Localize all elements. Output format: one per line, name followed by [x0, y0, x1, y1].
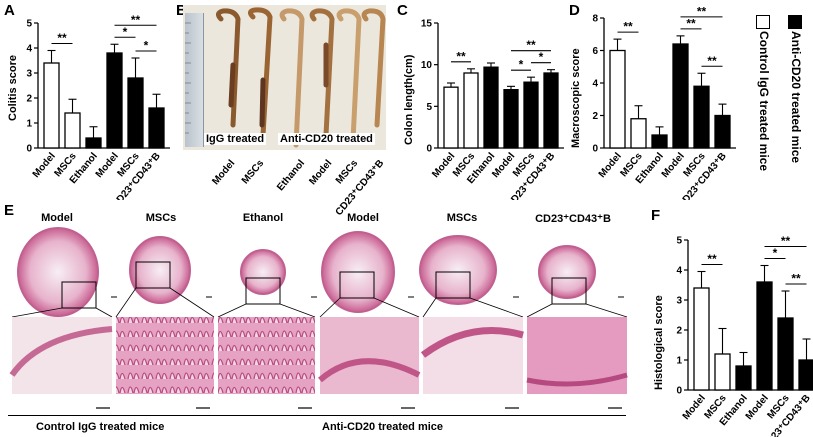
histo-header-cd23cd43b: CD23⁺CD43⁺B — [535, 213, 611, 225]
anti-cd20-treated-label: Anti-CD20 treated — [278, 133, 375, 145]
significance-label: ** — [791, 272, 801, 286]
y-tick-label: 4 — [676, 266, 682, 277]
chart-colitis-score: 012345ModelMSCsEthanolModelMSCsCD23⁺CD43… — [26, 13, 170, 200]
significance-label: * — [773, 246, 778, 260]
panel-letter-b: B — [176, 2, 187, 19]
y-tick-label: 5 — [676, 236, 682, 247]
histology-images — [9, 227, 628, 409]
y-tick-label: 1 — [676, 356, 682, 367]
y-tick-label: 15 — [421, 19, 433, 30]
colon-photo: IgG treated Anti-CD20 treated — [183, 5, 386, 150]
chart-macroscopic-score: 02468ModelMSCsEthanolModelMSCsCD23⁺CD43⁺… — [592, 4, 736, 200]
y-tick-label: 5 — [426, 102, 432, 113]
significance-label: ** — [57, 31, 67, 45]
histo-header-model-1: Model — [41, 212, 73, 224]
chart-colon-length: 051015ModelMSCsEthanolModelMSCsCD23⁺CD43… — [421, 19, 564, 200]
significance-label: ** — [781, 234, 791, 248]
bar — [777, 317, 794, 391]
significance-label: * — [519, 58, 524, 72]
y-tick-label: 4 — [592, 79, 598, 90]
significance-label: ** — [526, 38, 536, 52]
y-tick-label: 0 — [26, 144, 32, 155]
caption-control-igg: Control IgG treated mice — [36, 421, 165, 433]
significance-label: ** — [697, 4, 707, 18]
bar — [693, 287, 710, 391]
histo-header-mscs-1: MSCs — [145, 212, 177, 224]
panel-letter-a: A — [4, 2, 15, 19]
y-tick-label: 0 — [426, 144, 432, 155]
y-tick-label: 0 — [676, 386, 682, 397]
y-tick-label: 6 — [592, 46, 598, 57]
caption-anti-cd20: Anti-CD20 treated mice — [322, 421, 444, 433]
y-tick-label: 0 — [592, 144, 598, 155]
histo-header-mscs-2: MSCs — [446, 212, 478, 224]
significance-label: ** — [623, 20, 633, 34]
y-tick-label: 3 — [676, 296, 682, 307]
y-tick-label: 2 — [26, 94, 32, 105]
legend-control-swatch — [756, 15, 770, 29]
panel-letter-f: F — [651, 207, 661, 224]
significance-label: ** — [707, 252, 717, 266]
legend-anti-label: Anti-CD20 treated mice — [789, 31, 803, 164]
y-tick-label: 8 — [592, 14, 598, 25]
bar — [756, 281, 773, 391]
legend-control-label: Control IgG treated mice — [757, 31, 771, 172]
y-tick-label: 2 — [592, 111, 598, 122]
histo-top-row — [11, 227, 628, 318]
y-tick-label: 5 — [26, 19, 32, 30]
panel-letter-c: C — [397, 2, 408, 19]
bar — [714, 353, 731, 391]
x-tick-label: Model — [681, 393, 708, 422]
y-tick-label: 10 — [421, 60, 433, 71]
panel-letter-e: E — [4, 202, 15, 219]
significance-label: ** — [131, 13, 141, 27]
caption-divider — [8, 415, 626, 416]
significance-label: * — [539, 50, 544, 64]
y-tick-label: 3 — [26, 69, 32, 80]
significance-label: ** — [456, 49, 466, 63]
igg-treated-label: IgG treated — [204, 133, 267, 145]
significance-label: ** — [707, 54, 717, 68]
y-tick-label: 1 — [26, 119, 32, 130]
histo-bottom-row — [9, 317, 628, 409]
histo-header-ethanol: Ethanol — [242, 212, 284, 224]
significance-label: * — [144, 39, 149, 53]
bar — [798, 359, 813, 391]
bar — [735, 365, 752, 391]
y-axis-label-f: Histological score — [653, 295, 665, 390]
significance-label: * — [123, 25, 128, 39]
colon-specimens — [215, 7, 386, 148]
x-tick-label: Model — [744, 393, 771, 422]
panel-letter-d: D — [569, 2, 580, 19]
ruler — [185, 13, 204, 147]
significance-label: ** — [686, 16, 696, 30]
y-tick-label: 2 — [676, 326, 682, 337]
histo-header-model-2: Model — [347, 212, 379, 224]
y-tick-label: 4 — [26, 44, 32, 55]
legend-anti-swatch — [788, 15, 802, 29]
